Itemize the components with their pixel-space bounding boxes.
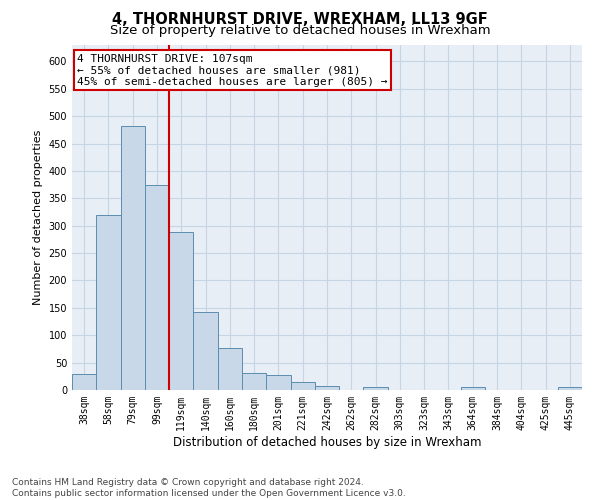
- Bar: [121, 126, 145, 390]
- Bar: [72, 374, 96, 390]
- Bar: [315, 386, 339, 390]
- Bar: [169, 232, 193, 390]
- Text: 4 THORNHURST DRIVE: 107sqm
← 55% of detached houses are smaller (981)
45% of sem: 4 THORNHURST DRIVE: 107sqm ← 55% of deta…: [77, 54, 388, 87]
- Bar: [364, 388, 388, 390]
- Bar: [266, 375, 290, 390]
- Bar: [290, 382, 315, 390]
- Text: Size of property relative to detached houses in Wrexham: Size of property relative to detached ho…: [110, 24, 490, 37]
- Bar: [193, 312, 218, 390]
- Text: 4, THORNHURST DRIVE, WREXHAM, LL13 9GF: 4, THORNHURST DRIVE, WREXHAM, LL13 9GF: [112, 12, 488, 28]
- Text: Contains HM Land Registry data © Crown copyright and database right 2024.
Contai: Contains HM Land Registry data © Crown c…: [12, 478, 406, 498]
- Bar: [96, 215, 121, 390]
- Bar: [218, 348, 242, 390]
- Bar: [242, 373, 266, 390]
- X-axis label: Distribution of detached houses by size in Wrexham: Distribution of detached houses by size …: [173, 436, 481, 448]
- Y-axis label: Number of detached properties: Number of detached properties: [33, 130, 43, 305]
- Bar: [461, 388, 485, 390]
- Bar: [145, 184, 169, 390]
- Bar: [558, 388, 582, 390]
